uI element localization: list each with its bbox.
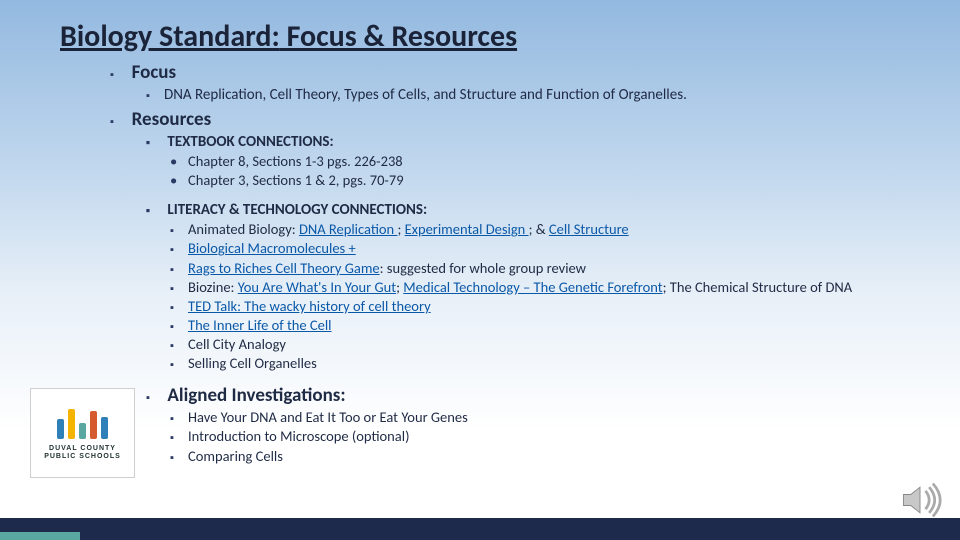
- literacy-item: Selling Cell Organelles: [170, 354, 920, 372]
- aligned-item: Introduction to Microscope (optional): [170, 427, 920, 445]
- resource-link[interactable]: You Are What's In Your Gut: [238, 278, 396, 296]
- literacy-list: Animated Biology: DNA Replication ; Expe…: [170, 220, 920, 372]
- resource-link[interactable]: Biological Macromolecules +: [188, 239, 356, 257]
- speaker-icon: [898, 478, 942, 522]
- resource-link[interactable]: The Inner Life of the Cell: [188, 316, 332, 334]
- focus-label: Focus: [132, 61, 176, 84]
- aligned-item: Comparing Cells: [170, 447, 920, 465]
- resources-label: Resources: [132, 108, 212, 131]
- resource-link[interactable]: Experimental Design: [405, 220, 529, 238]
- literacy-item: Biozine: You Are What's In Your Gut; Med…: [170, 278, 920, 296]
- aligned-item: Have Your DNA and Eat It Too or Eat Your…: [170, 408, 920, 426]
- resource-link[interactable]: Cell Structure: [549, 220, 629, 238]
- literacy-heading: LITERACY & TECHNOLOGY CONNECTIONS: Anima…: [146, 201, 920, 372]
- dcps-logo: DUVAL COUNTYPUBLIC SCHOOLS: [30, 388, 135, 478]
- title-rest: Focus & Resources: [280, 18, 517, 55]
- resource-link[interactable]: Rags to Riches Cell Theory Game: [188, 259, 380, 277]
- section-resources: Resources TEXTBOOK CONNECTIONS: Chapter …: [110, 108, 920, 465]
- literacy-item: Rags to Riches Cell Theory Game: suggest…: [170, 259, 920, 277]
- literacy-item: The Inner Life of the Cell: [170, 316, 920, 334]
- accent-bar: [0, 532, 80, 540]
- literacy-item: Animated Biology: DNA Replication ; Expe…: [170, 220, 920, 238]
- textbook-item: Chapter 3, Sections 1 & 2, pgs. 70-79: [170, 171, 920, 189]
- textbook-list: Chapter 8, Sections 1-3 pgs. 226-238Chap…: [170, 152, 920, 189]
- slide-title: Biology Standard: Focus & Resources: [60, 18, 920, 55]
- bottom-bar: [0, 518, 960, 540]
- literacy-item: TED Talk: The wacky history of cell theo…: [170, 297, 920, 315]
- textbook-item: Chapter 8, Sections 1-3 pgs. 226-238: [170, 152, 920, 170]
- main-list: Focus DNA Replication, Cell Theory, Type…: [110, 61, 920, 465]
- logo-text: DUVAL COUNTYPUBLIC SCHOOLS: [44, 445, 121, 462]
- resource-link[interactable]: DNA Replication: [299, 220, 398, 238]
- focus-text: DNA Replication, Cell Theory, Types of C…: [146, 86, 920, 104]
- slide-content: Biology Standard: Focus & Resources Focu…: [0, 0, 960, 465]
- title-strong: Biology Standard:: [60, 18, 280, 55]
- textbook-heading: TEXTBOOK CONNECTIONS: Chapter 8, Section…: [146, 133, 920, 189]
- resource-link[interactable]: TED Talk: The wacky history of cell theo…: [188, 297, 431, 315]
- resource-link[interactable]: Medical Technology – The Genetic Forefro…: [403, 278, 662, 296]
- section-focus: Focus DNA Replication, Cell Theory, Type…: [110, 61, 920, 104]
- logo-bars: [57, 405, 108, 439]
- aligned-list: Have Your DNA and Eat It Too or Eat Your…: [170, 408, 920, 464]
- literacy-item: Cell City Analogy: [170, 335, 920, 353]
- literacy-item: Biological Macromolecules +: [170, 239, 920, 257]
- aligned-heading: Aligned Investigations: Have Your DNA an…: [146, 384, 920, 464]
